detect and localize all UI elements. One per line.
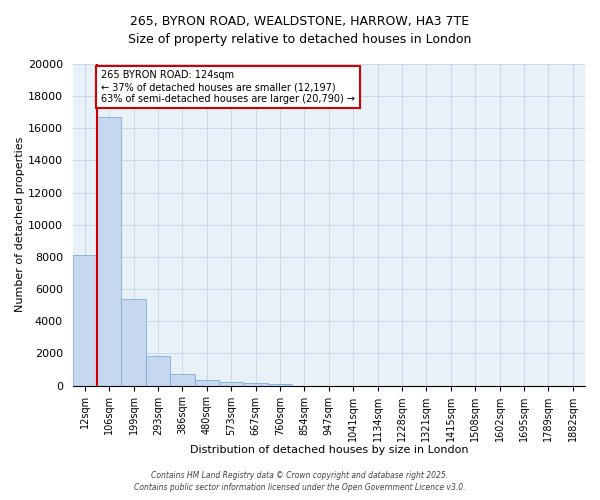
Bar <box>194 380 219 386</box>
Bar <box>244 383 268 386</box>
Bar <box>121 299 146 386</box>
Text: Size of property relative to detached houses in London: Size of property relative to detached ho… <box>128 32 472 46</box>
Bar <box>170 374 194 386</box>
X-axis label: Distribution of detached houses by size in London: Distribution of detached houses by size … <box>190 445 468 455</box>
Text: 265 BYRON ROAD: 124sqm
← 37% of detached houses are smaller (12,197)
63% of semi: 265 BYRON ROAD: 124sqm ← 37% of detached… <box>101 70 355 104</box>
Bar <box>97 117 121 386</box>
Text: 265, BYRON ROAD, WEALDSTONE, HARROW, HA3 7TE: 265, BYRON ROAD, WEALDSTONE, HARROW, HA3… <box>130 15 470 28</box>
Y-axis label: Number of detached properties: Number of detached properties <box>15 137 25 312</box>
Bar <box>219 382 244 386</box>
Text: Contains HM Land Registry data © Crown copyright and database right 2025.
Contai: Contains HM Land Registry data © Crown c… <box>134 471 466 492</box>
Bar <box>146 356 170 386</box>
Bar <box>73 256 97 386</box>
Bar <box>268 384 292 386</box>
